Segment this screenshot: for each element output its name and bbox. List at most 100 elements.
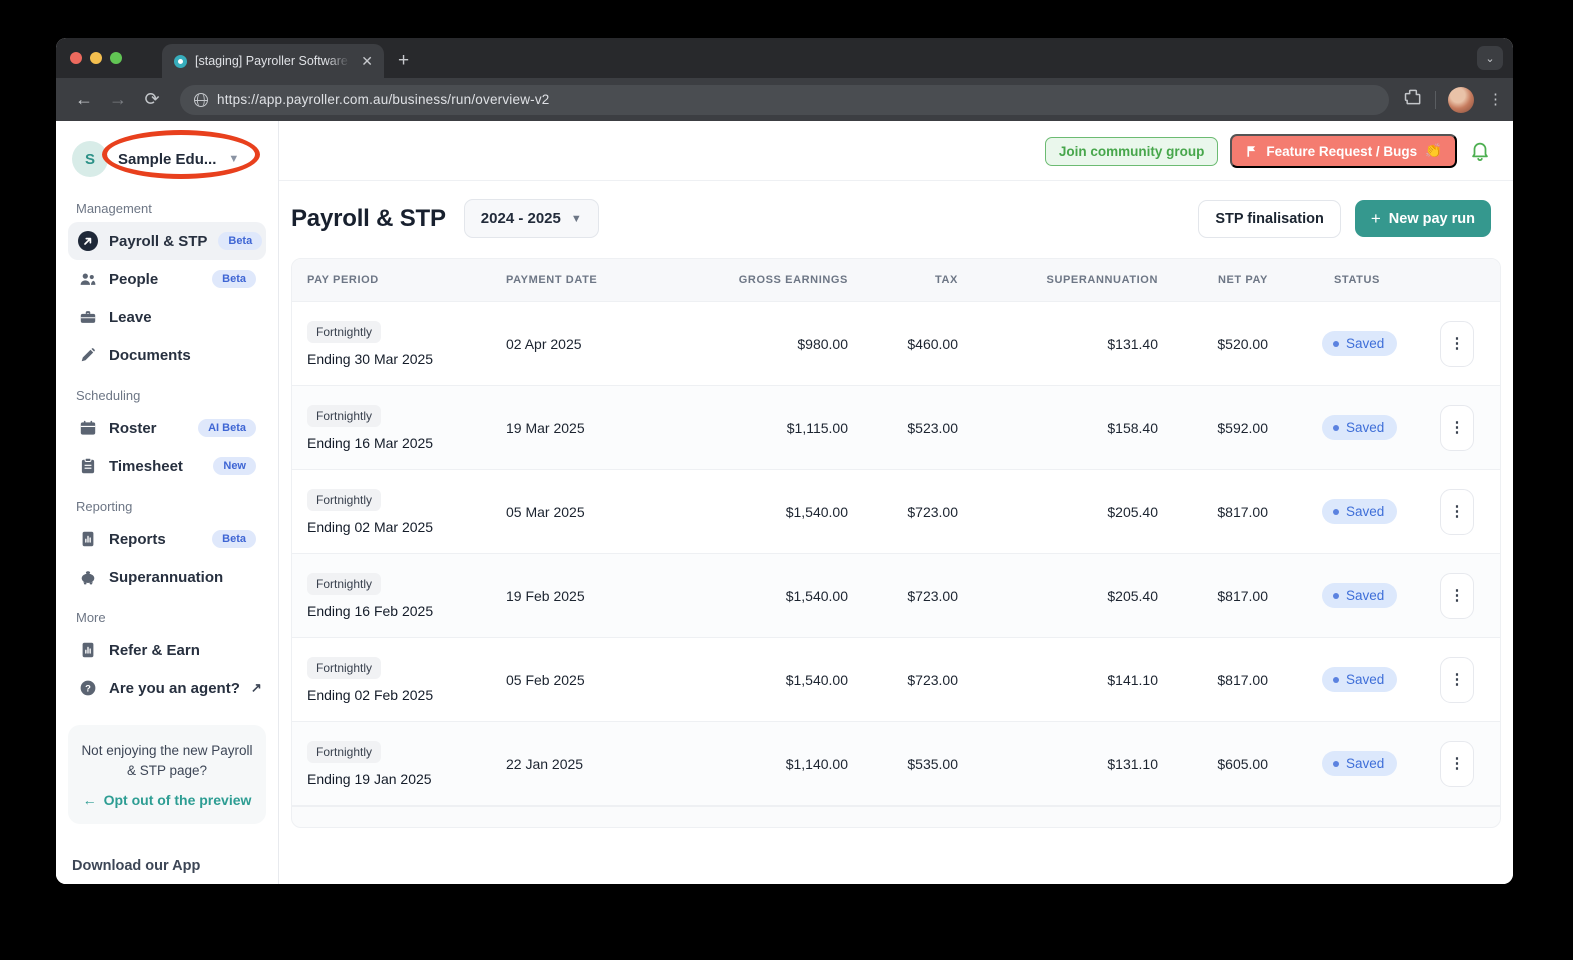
pay-period-ending: Ending 30 Mar 2025 xyxy=(307,350,434,367)
status-dot-icon xyxy=(1333,424,1339,431)
superannuation-cell: $131.40 xyxy=(1107,335,1158,352)
top-action-strip: Join community group Feature Request / B… xyxy=(279,121,1513,181)
notifications-bell-icon[interactable] xyxy=(1469,140,1491,162)
app-root: S Sample Edu... ▼ Management Payroll & ST… xyxy=(56,121,1513,884)
sidebar-item-documents[interactable]: Documents xyxy=(68,336,266,374)
payroll-icon xyxy=(78,231,98,251)
preview-feedback-text: Not enjoying the new Payroll & STP page? xyxy=(81,743,253,778)
net-pay-cell: $520.00 xyxy=(1217,335,1268,352)
superannuation-cell: $158.40 xyxy=(1107,419,1158,436)
stp-finalisation-button[interactable]: STP finalisation xyxy=(1198,199,1341,238)
net-pay-cell: $592.00 xyxy=(1217,419,1268,436)
browser-toolbar: ← → ⟳ https://app.payroller.com.au/busin… xyxy=(56,78,1513,121)
status-badge: Saved xyxy=(1322,667,1398,692)
close-window-button[interactable] xyxy=(70,52,82,64)
back-button[interactable]: ← xyxy=(75,89,93,109)
business-switcher[interactable]: S Sample Edu... ▼ xyxy=(68,130,266,187)
pay-period-ending: Ending 16 Feb 2025 xyxy=(307,602,434,619)
status-label: Saved xyxy=(1346,672,1385,687)
site-info-icon[interactable] xyxy=(194,92,208,107)
table-header-row: Pay period Payment date Gross earnings Tax S… xyxy=(292,259,1500,301)
new-pay-run-button[interactable]: + New pay run xyxy=(1354,200,1491,237)
forward-button[interactable]: → xyxy=(109,89,127,109)
tax-cell: $723.00 xyxy=(907,671,958,688)
opt-out-label: Opt out of the preview xyxy=(103,792,252,809)
financial-year-value: 2024 - 2025 xyxy=(480,210,561,227)
status-cell: Saved xyxy=(1272,583,1422,608)
reload-button[interactable]: ⟳ xyxy=(144,89,160,109)
frequency-badge: Fortnightly xyxy=(307,320,382,343)
maximize-window-button[interactable] xyxy=(110,52,122,64)
sidebar-item-are-you-an-agent[interactable]: ? Are you an agent? ↗ xyxy=(68,669,266,707)
browser-profile-avatar[interactable] xyxy=(1448,86,1474,113)
chevron-down-icon: ▼ xyxy=(228,153,240,165)
sidebar-item-label: Leave xyxy=(109,308,152,326)
sidebar-item-leave[interactable]: Leave xyxy=(68,298,266,336)
status-label: Saved xyxy=(1346,420,1385,435)
payment-date-cell: 19 Feb 2025 xyxy=(506,587,585,604)
pay-period-ending: Ending 02 Mar 2025 xyxy=(307,518,434,535)
row-menu-button[interactable]: ⋮ xyxy=(1440,572,1474,619)
tab-close-icon[interactable]: ✕ xyxy=(361,52,373,69)
status-dot-icon xyxy=(1333,760,1339,767)
window-controls xyxy=(56,38,134,78)
browser-menu-icon[interactable]: ⋮ xyxy=(1488,91,1503,108)
status-dot-icon xyxy=(1333,592,1339,599)
tab-search-chevron-icon[interactable]: ⌄ xyxy=(1477,46,1503,70)
sidebar-item-label: People xyxy=(109,270,159,288)
calendar-icon xyxy=(78,418,98,438)
sidebar-item-timesheet[interactable]: Timesheet New xyxy=(68,447,266,485)
table-row: Fortnightly Ending 19 Jan 2025 22 Jan 2025… xyxy=(292,721,1500,805)
frequency-badge: Fortnightly xyxy=(307,404,382,427)
bug-emoji-icon: 👏 xyxy=(1425,143,1442,158)
gross-earnings-cell: $1,115.00 xyxy=(786,419,848,436)
frequency-badge: Fortnightly xyxy=(307,656,382,679)
address-bar[interactable]: https://app.payroller.com.au/business/ru… xyxy=(180,84,1389,115)
header-actions: STP finalisation + New pay run xyxy=(1198,199,1491,238)
sidebar-item-people[interactable]: People Beta xyxy=(68,260,266,298)
badge: AI Beta xyxy=(198,419,256,437)
page-title: Payroll & STP xyxy=(291,204,446,232)
sidebar-item-label: Reports xyxy=(109,530,166,548)
gross-earnings-cell: $1,540.00 xyxy=(785,671,848,688)
piggy-bank-icon xyxy=(78,567,98,587)
financial-year-dropdown[interactable]: 2024 - 2025 ▼ xyxy=(463,199,599,238)
chevron-down-icon: ▼ xyxy=(570,212,582,225)
pay-period-cell: Fortnightly Ending 19 Jan 2025 xyxy=(292,740,502,787)
opt-out-link[interactable]: ← Opt out of the preview xyxy=(80,792,254,808)
sidebar-item-refer-earn[interactable]: Refer & Earn xyxy=(68,631,266,669)
tax-cell: $535.00 xyxy=(907,755,958,772)
join-community-button[interactable]: Join community group xyxy=(1044,136,1219,166)
browser-window: [staging] Payroller Software W ✕ + ⌄ ← →… xyxy=(56,38,1513,884)
net-pay-cell: $817.00 xyxy=(1217,671,1268,688)
row-actions-cell: ⋮ xyxy=(1422,320,1500,367)
feature-request-label: Feature Request / Bugs xyxy=(1266,143,1418,159)
status-dot-icon xyxy=(1333,676,1339,683)
browser-tab[interactable]: [staging] Payroller Software W ✕ xyxy=(162,44,384,78)
gross-earnings-cell: $1,540.00 xyxy=(785,587,848,604)
new-tab-button[interactable]: + xyxy=(398,50,410,71)
minimize-window-button[interactable] xyxy=(90,52,102,64)
extensions-icon[interactable] xyxy=(1403,87,1423,112)
badge: Beta xyxy=(212,530,256,548)
row-menu-button[interactable]: ⋮ xyxy=(1440,740,1474,787)
row-menu-button[interactable]: ⋮ xyxy=(1440,488,1474,535)
status-cell: Saved xyxy=(1272,415,1422,440)
row-menu-button[interactable]: ⋮ xyxy=(1440,656,1474,703)
page-header: Payroll & STP 2024 - 2025 ▼ STP finalisa… xyxy=(279,181,1513,254)
sidebar-item-roster[interactable]: Roster AI Beta xyxy=(68,409,266,447)
sidebar-item-reports[interactable]: Reports Beta xyxy=(68,520,266,558)
sidebar-item-payroll-stp[interactable]: Payroll & STP Beta xyxy=(68,222,266,260)
feature-request-button[interactable]: Feature Request / Bugs 👏 xyxy=(1230,134,1457,168)
business-avatar: S xyxy=(72,141,108,177)
new-pay-run-label: New pay run xyxy=(1388,210,1475,227)
row-actions-cell: ⋮ xyxy=(1422,740,1500,787)
status-label: Saved xyxy=(1346,756,1385,771)
download-app-link[interactable]: Download our App xyxy=(72,858,201,874)
pay-period-cell: Fortnightly Ending 16 Mar 2025 xyxy=(292,404,502,451)
row-menu-button[interactable]: ⋮ xyxy=(1440,320,1474,367)
sidebar-item-superannuation[interactable]: Superannuation xyxy=(68,558,266,596)
table-row: Fortnightly Ending 02 Mar 2025 05 Mar 2025… xyxy=(292,469,1500,553)
row-menu-button[interactable]: ⋮ xyxy=(1440,404,1474,451)
table-row: Fortnightly Ending 30 Mar 2025 02 Apr 2025… xyxy=(292,301,1500,385)
